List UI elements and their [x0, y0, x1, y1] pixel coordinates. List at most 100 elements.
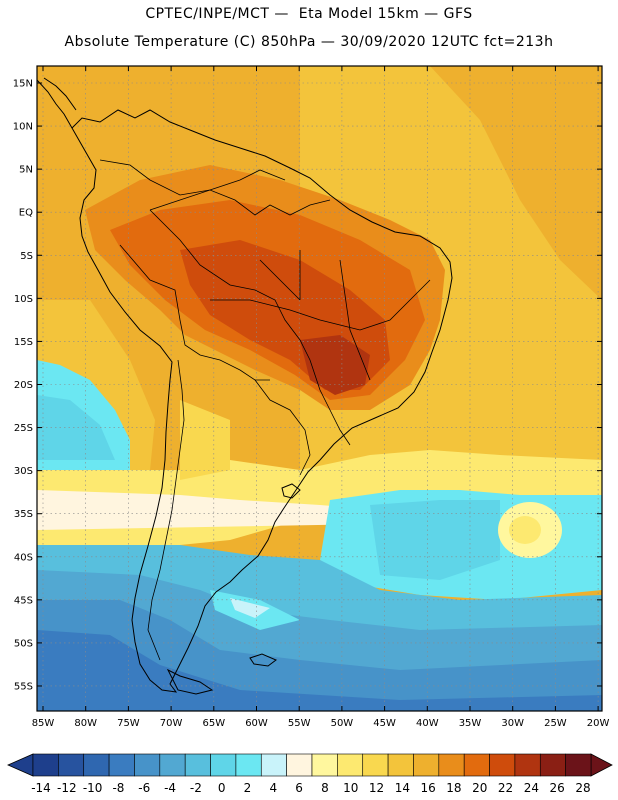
tierra-del-fuego-coast [166, 668, 214, 695]
lon-label: 30W [501, 718, 524, 729]
peru-bolivia-border [119, 244, 270, 381]
colorbar-swatch [184, 753, 211, 777]
field-24-26 [300, 335, 370, 395]
colorbar-swatch [565, 753, 592, 777]
brazil-states-border [210, 250, 431, 381]
latitude-axis: 15N 10N 5N EQ 5S 10S 15S 20S 25S 30S 35S 40S 45S 50S 5… [13, 79, 602, 692]
lon-label: 65W [202, 718, 225, 729]
field-pacific-colder [37, 395, 115, 460]
central-america-coast [36, 77, 77, 129]
lon-label: 85W [32, 718, 55, 729]
colorbar-swatch [108, 753, 135, 777]
field-16-18-north [430, 66, 602, 300]
colorbar-label: 10 [343, 781, 358, 795]
colorbar-label: -2 [190, 781, 202, 795]
lat-label: 20S [14, 380, 33, 391]
colorbar-label: 24 [524, 781, 539, 795]
coastline [36, 77, 453, 695]
title-field: Absolute Temperature (C) 850hPa — 30/09/… [64, 34, 554, 50]
colorbar-label: 14 [395, 781, 410, 795]
lat-label: EQ [19, 208, 33, 219]
colorbar-arrow-high [590, 753, 613, 777]
colorbar-label: 16 [421, 781, 436, 795]
lon-label: 20W [587, 718, 610, 729]
colorbar-swatch [260, 753, 287, 777]
lon-label: 55W [288, 718, 311, 729]
lon-label: 50W [331, 718, 354, 729]
colorbar-swatch [337, 753, 364, 777]
lat-label: 25S [14, 423, 33, 434]
paraguay-uruguay-border [254, 379, 311, 476]
colorbar-swatch [438, 753, 465, 777]
lon-label: 35W [459, 718, 482, 729]
lat-label: 10S [14, 294, 33, 305]
lat-label: 35S [14, 509, 33, 520]
colorbar-label: 12 [369, 781, 384, 795]
colorbar-label: 22 [498, 781, 513, 795]
colorbar-swatch [235, 753, 262, 777]
colorbar-swatch [362, 753, 389, 777]
lon-label: 70W [160, 718, 183, 729]
colorbar-label: 4 [269, 781, 277, 795]
field-12-14-andes [180, 400, 230, 480]
colorbar-label: -12 [57, 781, 77, 795]
colorbar-swatch [159, 753, 186, 777]
lat-label: 50S [14, 638, 33, 649]
colorbar-swatch [83, 753, 110, 777]
colorbar-swatch [210, 753, 237, 777]
colorbar-swatch [286, 753, 313, 777]
lon-label: 40W [416, 718, 439, 729]
colorbar-label: 2 [244, 781, 252, 795]
lon-label: 25W [544, 718, 567, 729]
colorbar-label: -6 [138, 781, 150, 795]
lat-label: 10N [13, 122, 33, 133]
longitude-axis: 85W 80W 75W 70W 65W 60W 55W 50W 45W 40W 35W 30W 25W 2… [32, 66, 610, 729]
colorbar-label: 26 [550, 781, 565, 795]
chile-argentina-border [147, 359, 185, 661]
colorbar-swatch [311, 753, 338, 777]
lat-label: 15N [13, 79, 33, 90]
lat-label: 55S [14, 681, 33, 692]
colorbar-swatch [134, 753, 161, 777]
lat-label: 5S [20, 251, 33, 262]
colorbar-swatch [58, 753, 85, 777]
lon-label: 75W [117, 718, 140, 729]
colorbar-label: 18 [446, 781, 461, 795]
colorbar-swatch [539, 753, 566, 777]
field-atlantic-swirl-core [509, 516, 541, 544]
colorbar-arrow-low [7, 753, 34, 777]
colorbar-label: 20 [472, 781, 487, 795]
field-m6-m4 [37, 630, 602, 711]
country-borders [99, 159, 431, 661]
field-atlantic-2-4 [370, 500, 500, 580]
brazil-border [149, 189, 351, 446]
colorbar-label: -10 [83, 781, 103, 795]
colorbar-label: -8 [112, 781, 124, 795]
colorbar-label: 6 [295, 781, 303, 795]
colorbar-label: -4 [164, 781, 176, 795]
colorbar-swatch [489, 753, 516, 777]
colorbar-swatch [387, 753, 414, 777]
lat-label: 40S [14, 552, 33, 563]
colorbar-label: 28 [575, 781, 590, 795]
map-frame [36, 65, 603, 712]
colorbar-swatch [514, 753, 541, 777]
field-patagonia-warmer [230, 598, 270, 618]
lat-label: 45S [14, 595, 33, 606]
lat-label: 30S [14, 466, 33, 477]
lon-label: 60W [245, 718, 268, 729]
colorbar-label: -14 [31, 781, 51, 795]
lat-label: 5N [19, 165, 33, 176]
lon-label: 80W [74, 718, 97, 729]
colorbar-swatch [32, 753, 59, 777]
south-america-coast [71, 109, 453, 693]
colorbar-swatch [463, 753, 490, 777]
colorbar-swatch [413, 753, 440, 777]
falklands-coast [249, 653, 277, 667]
lake-titicaca-coast [281, 483, 301, 499]
colorbar: -14 -12 -10 -8 -6 -4 -2 0 2 4 6 8 10 12 14 16 18 20 22 24 26… [7, 753, 613, 795]
colorbar-label: 8 [321, 781, 329, 795]
colombia-venezuela-border [99, 159, 286, 196]
lon-label: 45W [373, 718, 396, 729]
